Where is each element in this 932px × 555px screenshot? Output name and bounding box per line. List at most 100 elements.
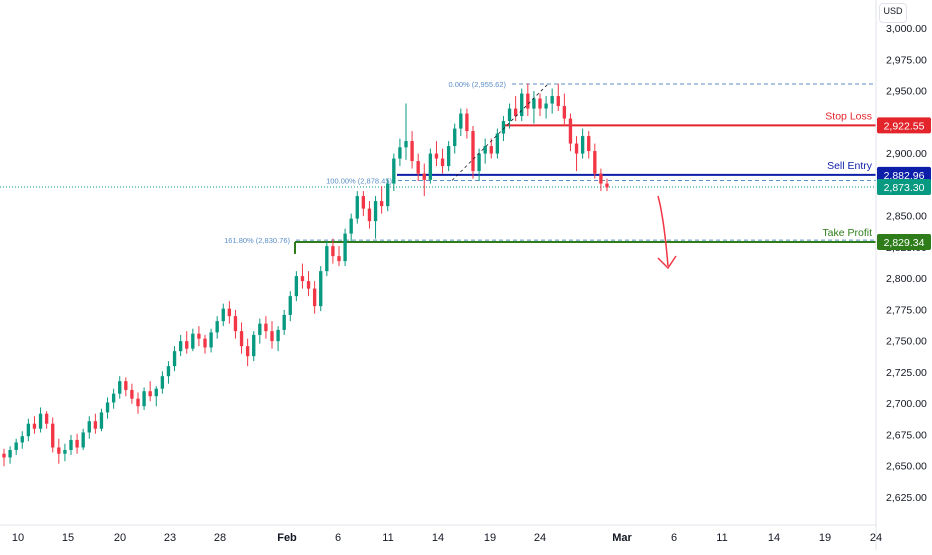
candle-body[interactable] — [32, 423, 37, 429]
candle-body[interactable] — [111, 393, 116, 403]
candle-body[interactable] — [574, 143, 579, 154]
candle-body[interactable] — [398, 147, 402, 159]
candle-body[interactable] — [520, 93, 524, 117]
candle-body[interactable] — [99, 412, 104, 429]
candle-body[interactable] — [410, 141, 414, 162]
candle-body[interactable] — [118, 381, 122, 394]
candle-body[interactable] — [51, 423, 55, 448]
candle-body[interactable] — [69, 439, 73, 450]
candle-body[interactable] — [459, 113, 463, 129]
candle-body[interactable] — [276, 329, 280, 342]
candle-body[interactable] — [465, 113, 469, 132]
candle-body[interactable] — [258, 323, 262, 335]
candle-body[interactable] — [556, 96, 560, 107]
candle-body[interactable] — [294, 276, 299, 297]
candle-body[interactable] — [361, 196, 366, 209]
candle-body[interactable] — [568, 118, 573, 144]
candle-body[interactable] — [63, 449, 67, 454]
candle-body[interactable] — [233, 316, 238, 332]
candle-body[interactable] — [538, 98, 542, 109]
candle-body[interactable] — [185, 341, 189, 349]
candle-body[interactable] — [136, 398, 140, 407]
candle-body[interactable] — [605, 183, 609, 188]
candle-body[interactable] — [599, 173, 603, 184]
candle-body[interactable] — [264, 323, 268, 332]
candle-body[interactable] — [434, 153, 439, 159]
candle-body[interactable] — [191, 333, 195, 349]
candle-body[interactable] — [81, 432, 85, 448]
candle-body[interactable] — [526, 93, 530, 109]
candle-body[interactable] — [300, 276, 305, 282]
candle-body[interactable] — [392, 158, 396, 184]
currency-selector[interactable]: USD · — [879, 3, 907, 23]
candle-body[interactable] — [453, 128, 457, 147]
candle-body[interactable] — [367, 208, 372, 222]
candle-body[interactable] — [513, 108, 518, 117]
candle-body[interactable] — [306, 281, 311, 289]
candle-body[interactable] — [26, 423, 31, 437]
candle-body[interactable] — [93, 421, 98, 429]
candle-body[interactable] — [38, 413, 43, 429]
candle-body[interactable] — [197, 333, 201, 339]
candle-body[interactable] — [379, 201, 384, 207]
candle-body[interactable] — [203, 338, 207, 348]
candle-body[interactable] — [14, 442, 18, 450]
candle-body[interactable] — [331, 246, 335, 257]
candle-body[interactable] — [227, 308, 232, 317]
candle-body[interactable] — [416, 161, 420, 174]
candle-body[interactable] — [252, 334, 256, 357]
candle-body[interactable] — [130, 389, 134, 399]
candle-body[interactable] — [44, 413, 49, 424]
candle-body[interactable] — [355, 196, 359, 219]
candle-body[interactable] — [404, 141, 408, 148]
candle-body[interactable] — [495, 133, 500, 154]
candle-body[interactable] — [471, 131, 475, 172]
candle-body[interactable] — [349, 218, 353, 234]
candle-body[interactable] — [221, 308, 225, 322]
candle-body[interactable] — [288, 296, 292, 315]
candle-body[interactable] — [282, 314, 286, 330]
candle-body[interactable] — [245, 346, 250, 357]
candle-body[interactable] — [215, 321, 219, 333]
candle-body[interactable] — [587, 136, 591, 152]
candle-body[interactable] — [544, 103, 548, 109]
candle-body[interactable] — [2, 453, 6, 458]
candle-body[interactable] — [160, 376, 165, 389]
candle-body[interactable] — [422, 173, 426, 180]
candle-body[interactable] — [489, 146, 493, 154]
candle-body[interactable] — [337, 256, 341, 262]
candle-body[interactable] — [483, 146, 487, 154]
candle-body[interactable] — [428, 153, 433, 180]
candle-body[interactable] — [593, 151, 597, 174]
candle-body[interactable] — [154, 388, 158, 397]
candle-body[interactable] — [20, 436, 24, 443]
candle-body[interactable] — [8, 449, 12, 458]
candle-body[interactable] — [209, 332, 213, 348]
candle-body[interactable] — [532, 98, 536, 109]
candle-body[interactable] — [507, 108, 512, 122]
candle-body[interactable] — [319, 271, 323, 307]
candle-body[interactable] — [166, 366, 171, 377]
candle-body[interactable] — [178, 341, 183, 352]
candle-body[interactable] — [105, 402, 110, 413]
candle-body[interactable] — [373, 201, 378, 222]
candle-body[interactable] — [580, 136, 585, 154]
candle-body[interactable] — [386, 183, 390, 207]
candle-body[interactable] — [172, 351, 177, 367]
candle-body[interactable] — [142, 391, 146, 407]
candle-body[interactable] — [75, 439, 79, 448]
candle-body[interactable] — [501, 121, 506, 134]
candle-body[interactable] — [440, 158, 445, 167]
candle-body[interactable] — [446, 146, 451, 167]
candle-body[interactable] — [562, 106, 567, 119]
candle-body[interactable] — [343, 233, 347, 262]
candle-body[interactable] — [270, 331, 274, 342]
candle-body[interactable] — [550, 96, 554, 104]
candle-body[interactable] — [148, 391, 152, 397]
candle-body[interactable] — [124, 381, 128, 390]
candle-body[interactable] — [87, 421, 91, 433]
candle-body[interactable] — [57, 447, 61, 454]
candle-body[interactable] — [312, 288, 317, 307]
